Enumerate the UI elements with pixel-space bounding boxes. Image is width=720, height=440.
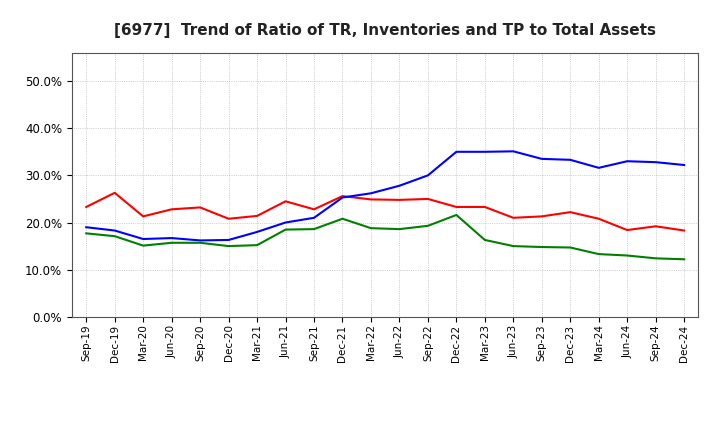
Trade Payables bbox=[282, 227, 290, 232]
Inventories bbox=[395, 183, 404, 188]
Trade Payables bbox=[509, 243, 518, 249]
Inventories bbox=[652, 160, 660, 165]
Trade Payables bbox=[253, 242, 261, 248]
Trade Receivables bbox=[225, 216, 233, 221]
Inventories bbox=[253, 229, 261, 235]
Trade Payables bbox=[338, 216, 347, 221]
Trade Payables bbox=[395, 227, 404, 232]
Inventories bbox=[537, 156, 546, 161]
Line: Inventories: Inventories bbox=[86, 151, 684, 240]
Trade Receivables bbox=[480, 204, 489, 209]
Inventories bbox=[282, 220, 290, 225]
Trade Receivables bbox=[395, 197, 404, 202]
Inventories bbox=[110, 228, 119, 233]
Trade Receivables bbox=[110, 190, 119, 195]
Trade Receivables bbox=[566, 209, 575, 215]
Trade Receivables bbox=[167, 207, 176, 212]
Trade Receivables bbox=[652, 224, 660, 229]
Trade Receivables bbox=[282, 199, 290, 204]
Trade Receivables bbox=[310, 207, 318, 212]
Trade Receivables bbox=[82, 204, 91, 209]
Trade Payables bbox=[82, 231, 91, 236]
Trade Payables bbox=[452, 213, 461, 218]
Trade Payables bbox=[595, 251, 603, 257]
Inventories bbox=[680, 162, 688, 168]
Trade Payables bbox=[480, 237, 489, 242]
Trade Payables bbox=[680, 257, 688, 262]
Inventories bbox=[338, 195, 347, 200]
Inventories bbox=[452, 149, 461, 154]
Trade Payables bbox=[366, 226, 375, 231]
Trade Receivables bbox=[139, 214, 148, 219]
Inventories bbox=[509, 149, 518, 154]
Trade Receivables bbox=[196, 205, 204, 210]
Inventories bbox=[623, 158, 631, 164]
Trade Receivables bbox=[423, 196, 432, 202]
Trade Payables bbox=[110, 234, 119, 239]
Trade Payables bbox=[623, 253, 631, 258]
Trade Receivables bbox=[595, 216, 603, 221]
Trade Payables bbox=[139, 243, 148, 248]
Trade Payables bbox=[167, 240, 176, 246]
Trade Payables bbox=[423, 223, 432, 228]
Inventories bbox=[225, 237, 233, 242]
Inventories bbox=[82, 224, 91, 230]
Inventories bbox=[595, 165, 603, 170]
Trade Receivables bbox=[338, 194, 347, 199]
Inventories bbox=[480, 149, 489, 154]
Trade Payables bbox=[652, 256, 660, 261]
Trade Receivables bbox=[537, 214, 546, 219]
Trade Receivables bbox=[253, 213, 261, 219]
Line: Trade Receivables: Trade Receivables bbox=[86, 193, 684, 231]
Trade Receivables bbox=[623, 227, 631, 233]
Inventories bbox=[566, 157, 575, 162]
Inventories bbox=[423, 173, 432, 178]
Inventories bbox=[366, 191, 375, 196]
Trade Payables bbox=[310, 227, 318, 232]
Trade Receivables bbox=[452, 204, 461, 209]
Text: [6977]  Trend of Ratio of TR, Inventories and TP to Total Assets: [6977] Trend of Ratio of TR, Inventories… bbox=[114, 23, 656, 38]
Trade Receivables bbox=[366, 197, 375, 202]
Trade Receivables bbox=[680, 228, 688, 233]
Line: Trade Payables: Trade Payables bbox=[86, 215, 684, 259]
Trade Payables bbox=[196, 240, 204, 246]
Trade Payables bbox=[225, 243, 233, 249]
Trade Payables bbox=[566, 245, 575, 250]
Trade Receivables bbox=[509, 215, 518, 220]
Inventories bbox=[196, 238, 204, 243]
Inventories bbox=[139, 236, 148, 242]
Trade Payables bbox=[537, 244, 546, 249]
Inventories bbox=[310, 215, 318, 220]
Inventories bbox=[167, 235, 176, 241]
